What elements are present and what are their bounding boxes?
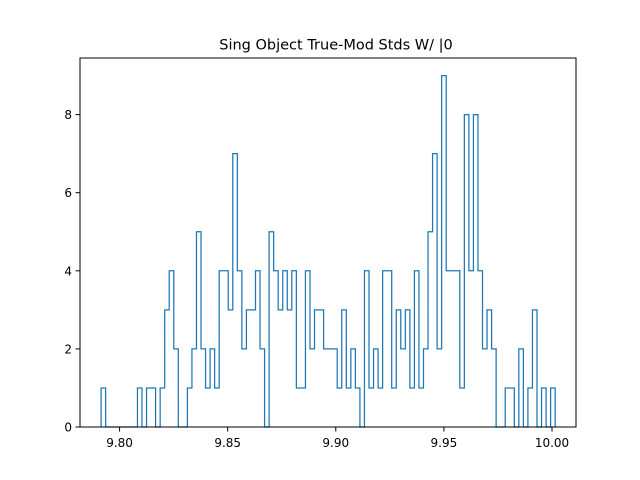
y-tick-label: 0 bbox=[64, 421, 72, 435]
plot-area bbox=[100, 74, 556, 428]
axes-frame bbox=[79, 57, 577, 428]
x-tick-label: 9.90 bbox=[322, 436, 349, 450]
chart-title: Sing Object True-Mod Stds W/ |0 bbox=[219, 38, 453, 54]
x-tick-label: 10.00 bbox=[535, 436, 569, 450]
x-tick-label: 9.95 bbox=[431, 436, 458, 450]
y-tick-label: 6 bbox=[64, 186, 72, 200]
y-tick-label: 8 bbox=[64, 108, 72, 122]
x-tick-label: 9.85 bbox=[214, 436, 241, 450]
axes: 9.80 9.85 9.90 9.95 10.00 0 2 4 6 8 bbox=[64, 57, 577, 450]
histogram-step-line bbox=[100, 74, 556, 428]
x-tick-label: 9.80 bbox=[106, 436, 133, 450]
y-tick-label: 2 bbox=[64, 342, 72, 356]
y-tick-label: 4 bbox=[64, 264, 72, 278]
